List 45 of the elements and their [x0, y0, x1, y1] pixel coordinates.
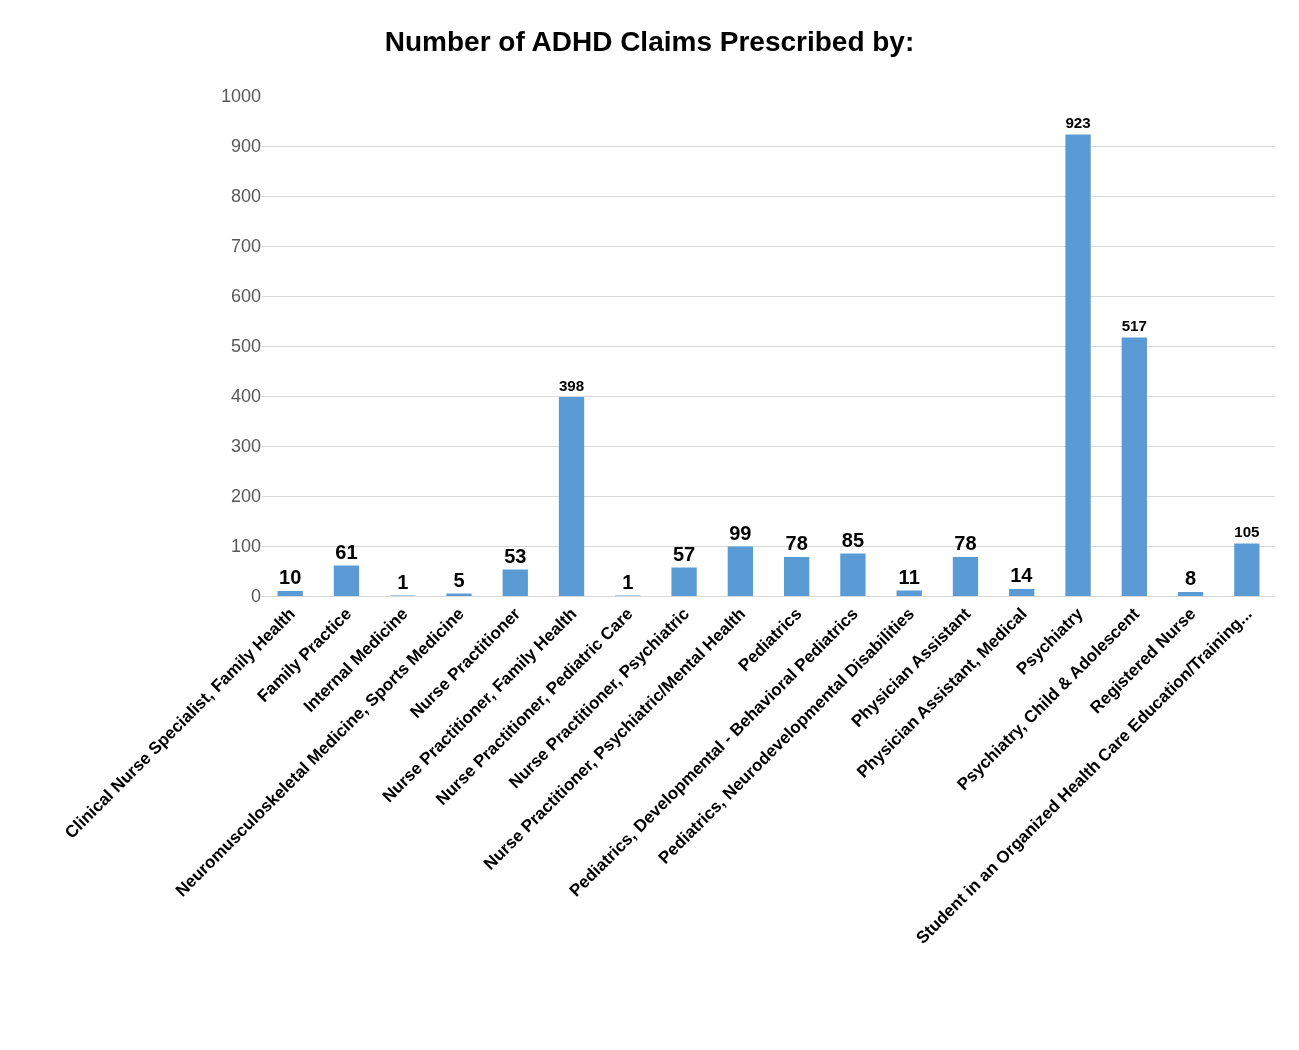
data-label: 5 [453, 568, 465, 591]
bar [840, 553, 866, 596]
y-tick-label: 700 [230, 236, 261, 257]
bar [558, 397, 585, 596]
data-label: 99 [729, 521, 752, 544]
y-tick-label: 200 [230, 486, 261, 507]
y-tick-label: 300 [230, 436, 261, 457]
data-label: 1 [622, 570, 634, 593]
bar [1121, 337, 1147, 596]
y-tick-label: 100 [230, 536, 261, 557]
y-tick-label: 500 [230, 336, 261, 357]
data-label: 923 [1065, 114, 1091, 132]
bar [727, 546, 754, 596]
data-label: 11 [898, 565, 920, 588]
data-label: 78 [954, 532, 977, 554]
data-label: 57 [672, 542, 696, 565]
bar [1065, 134, 1091, 596]
chart-title: Number of ADHD Claims Prescribed by: [384, 26, 915, 58]
data-label: 85 [841, 528, 865, 551]
y-tick-label: 800 [230, 186, 261, 207]
data-label: 8 [1185, 567, 1197, 589]
bar [1234, 543, 1260, 596]
data-label: 14 [1010, 564, 1034, 586]
data-label: 398 [558, 376, 585, 394]
data-label: 105 [1234, 523, 1260, 541]
y-tick-label: 600 [230, 286, 261, 307]
data-label: 1 [397, 570, 409, 593]
data-label: 78 [785, 532, 808, 554]
data-label: 10 [279, 566, 302, 588]
bar [502, 569, 528, 596]
bar [277, 591, 303, 596]
data-label: 61 [335, 540, 358, 563]
data-label: 517 [1121, 317, 1147, 335]
y-tick-label: 400 [230, 386, 261, 407]
data-label: 53 [504, 544, 527, 567]
bar [1009, 589, 1035, 596]
y-tick-label: 900 [230, 136, 261, 157]
bar [952, 557, 979, 596]
bar [783, 557, 810, 596]
y-tick-label: 1000 [220, 86, 261, 107]
bar [333, 565, 360, 596]
bar [671, 567, 697, 596]
bar [1177, 592, 1204, 596]
y-tick-label: 0 [250, 586, 261, 607]
bar [896, 590, 922, 596]
